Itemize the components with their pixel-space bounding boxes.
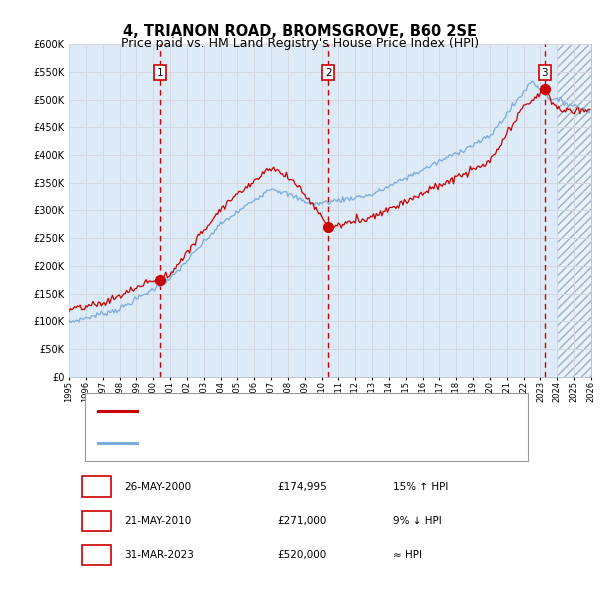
FancyBboxPatch shape <box>82 511 111 531</box>
Text: 4, TRIANON ROAD, BROMSGROVE, B60 2SE: 4, TRIANON ROAD, BROMSGROVE, B60 2SE <box>123 24 477 38</box>
Text: 1: 1 <box>157 67 163 77</box>
FancyBboxPatch shape <box>82 477 111 497</box>
Text: HPI: Average price, detached house, Bromsgrove: HPI: Average price, detached house, Brom… <box>145 438 378 447</box>
Text: 9% ↓ HPI: 9% ↓ HPI <box>392 516 442 526</box>
Text: £520,000: £520,000 <box>278 550 327 560</box>
Text: 26-MAY-2000: 26-MAY-2000 <box>124 481 191 491</box>
Text: 1: 1 <box>93 481 100 491</box>
Text: 15% ↑ HPI: 15% ↑ HPI <box>392 481 448 491</box>
Text: ≈ HPI: ≈ HPI <box>392 550 422 560</box>
FancyBboxPatch shape <box>85 393 529 461</box>
Text: 21-MAY-2010: 21-MAY-2010 <box>124 516 191 526</box>
Text: 2: 2 <box>325 67 331 77</box>
Text: 3: 3 <box>93 550 100 560</box>
Text: Price paid vs. HM Land Registry's House Price Index (HPI): Price paid vs. HM Land Registry's House … <box>121 37 479 50</box>
Text: £271,000: £271,000 <box>278 516 327 526</box>
Text: 3: 3 <box>541 67 548 77</box>
Text: 2: 2 <box>93 516 100 526</box>
Text: 31-MAR-2023: 31-MAR-2023 <box>124 550 194 560</box>
FancyBboxPatch shape <box>82 545 111 565</box>
Text: 4, TRIANON ROAD, BROMSGROVE, B60 2SE (detached house): 4, TRIANON ROAD, BROMSGROVE, B60 2SE (de… <box>145 407 436 416</box>
Text: £174,995: £174,995 <box>278 481 328 491</box>
